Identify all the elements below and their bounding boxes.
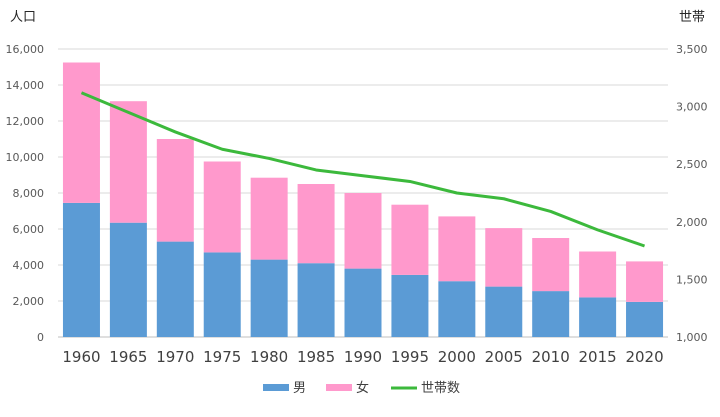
left-tick-label: 16,000 <box>6 43 45 56</box>
bar-male <box>391 274 429 337</box>
line-series <box>80 91 646 248</box>
bar-male <box>485 286 523 337</box>
bar-male <box>626 301 664 337</box>
bar-female <box>297 184 335 264</box>
bar-male <box>438 281 476 337</box>
right-tick-label: 2,500 <box>676 158 708 171</box>
bar-female <box>579 251 617 298</box>
bar-male <box>250 259 288 337</box>
x-tick-label: 1985 <box>297 348 335 366</box>
legend-label-female: 女 <box>356 380 369 396</box>
x-tick-label: 1980 <box>250 348 288 366</box>
legend: 男 女 世帯数 <box>263 380 460 396</box>
x-tick-label: 2000 <box>438 348 476 366</box>
bar-male <box>297 263 335 337</box>
bar-female <box>438 216 476 282</box>
right-tick-label: 1,500 <box>676 273 708 286</box>
legend-label-male: 男 <box>293 381 306 396</box>
x-tick-label: 1970 <box>156 348 194 366</box>
right-tick-label: 3,000 <box>676 101 708 114</box>
left-tick-label: 10,000 <box>6 151 45 164</box>
x-tick-label: 1965 <box>109 348 147 366</box>
bar-male <box>203 252 241 337</box>
bar-male <box>156 241 194 337</box>
x-tick-label: 1960 <box>62 348 100 366</box>
x-tick-label: 2020 <box>625 348 663 366</box>
bar-male <box>344 268 382 337</box>
left-tick-label: 8,000 <box>13 187 45 200</box>
bar-female <box>203 161 241 253</box>
bar-male <box>532 291 570 337</box>
bar-series <box>62 62 664 337</box>
bar-female <box>485 228 523 287</box>
legend-swatch-female <box>326 384 352 391</box>
left-tick-label: 0 <box>37 331 44 344</box>
bar-male <box>62 202 100 337</box>
bar-female <box>626 261 664 302</box>
x-tick-label: 2010 <box>532 348 570 366</box>
bar-female <box>250 177 288 260</box>
bar-male <box>579 297 617 337</box>
bar-female <box>156 139 194 242</box>
bar-female <box>62 62 100 203</box>
left-tick-label: 6,000 <box>13 223 45 236</box>
left-tick-label: 2,000 <box>13 295 45 308</box>
left-tick-label: 14,000 <box>6 79 45 92</box>
left-axis-title: 人口 <box>10 10 36 25</box>
axes: 人口 世帯 0 2,000 4,000 6,000 8,000 10,000 12,000 1… <box>6 10 708 366</box>
bar-male <box>109 222 147 337</box>
right-tick-label: 2,000 <box>676 216 708 229</box>
x-tick-label: 1990 <box>344 348 382 366</box>
left-tick-label: 4,000 <box>13 259 45 272</box>
x-tick-label: 1995 <box>391 348 429 366</box>
legend-label-households: 世帯数 <box>421 381 460 396</box>
x-tick-label: 2005 <box>485 348 523 366</box>
right-tick-label: 3,500 <box>676 43 708 56</box>
bar-female <box>532 238 570 292</box>
bar-female <box>109 101 147 223</box>
households-line <box>80 91 646 248</box>
bar-female <box>344 193 382 269</box>
x-tick-label: 2015 <box>579 348 617 366</box>
x-tick-label: 1975 <box>203 348 241 366</box>
right-tick-label: 1,000 <box>676 331 708 344</box>
legend-swatch-male <box>263 384 289 391</box>
left-tick-label: 12,000 <box>6 115 45 128</box>
right-axis-title: 世帯 <box>679 10 705 25</box>
bar-female <box>391 204 429 275</box>
